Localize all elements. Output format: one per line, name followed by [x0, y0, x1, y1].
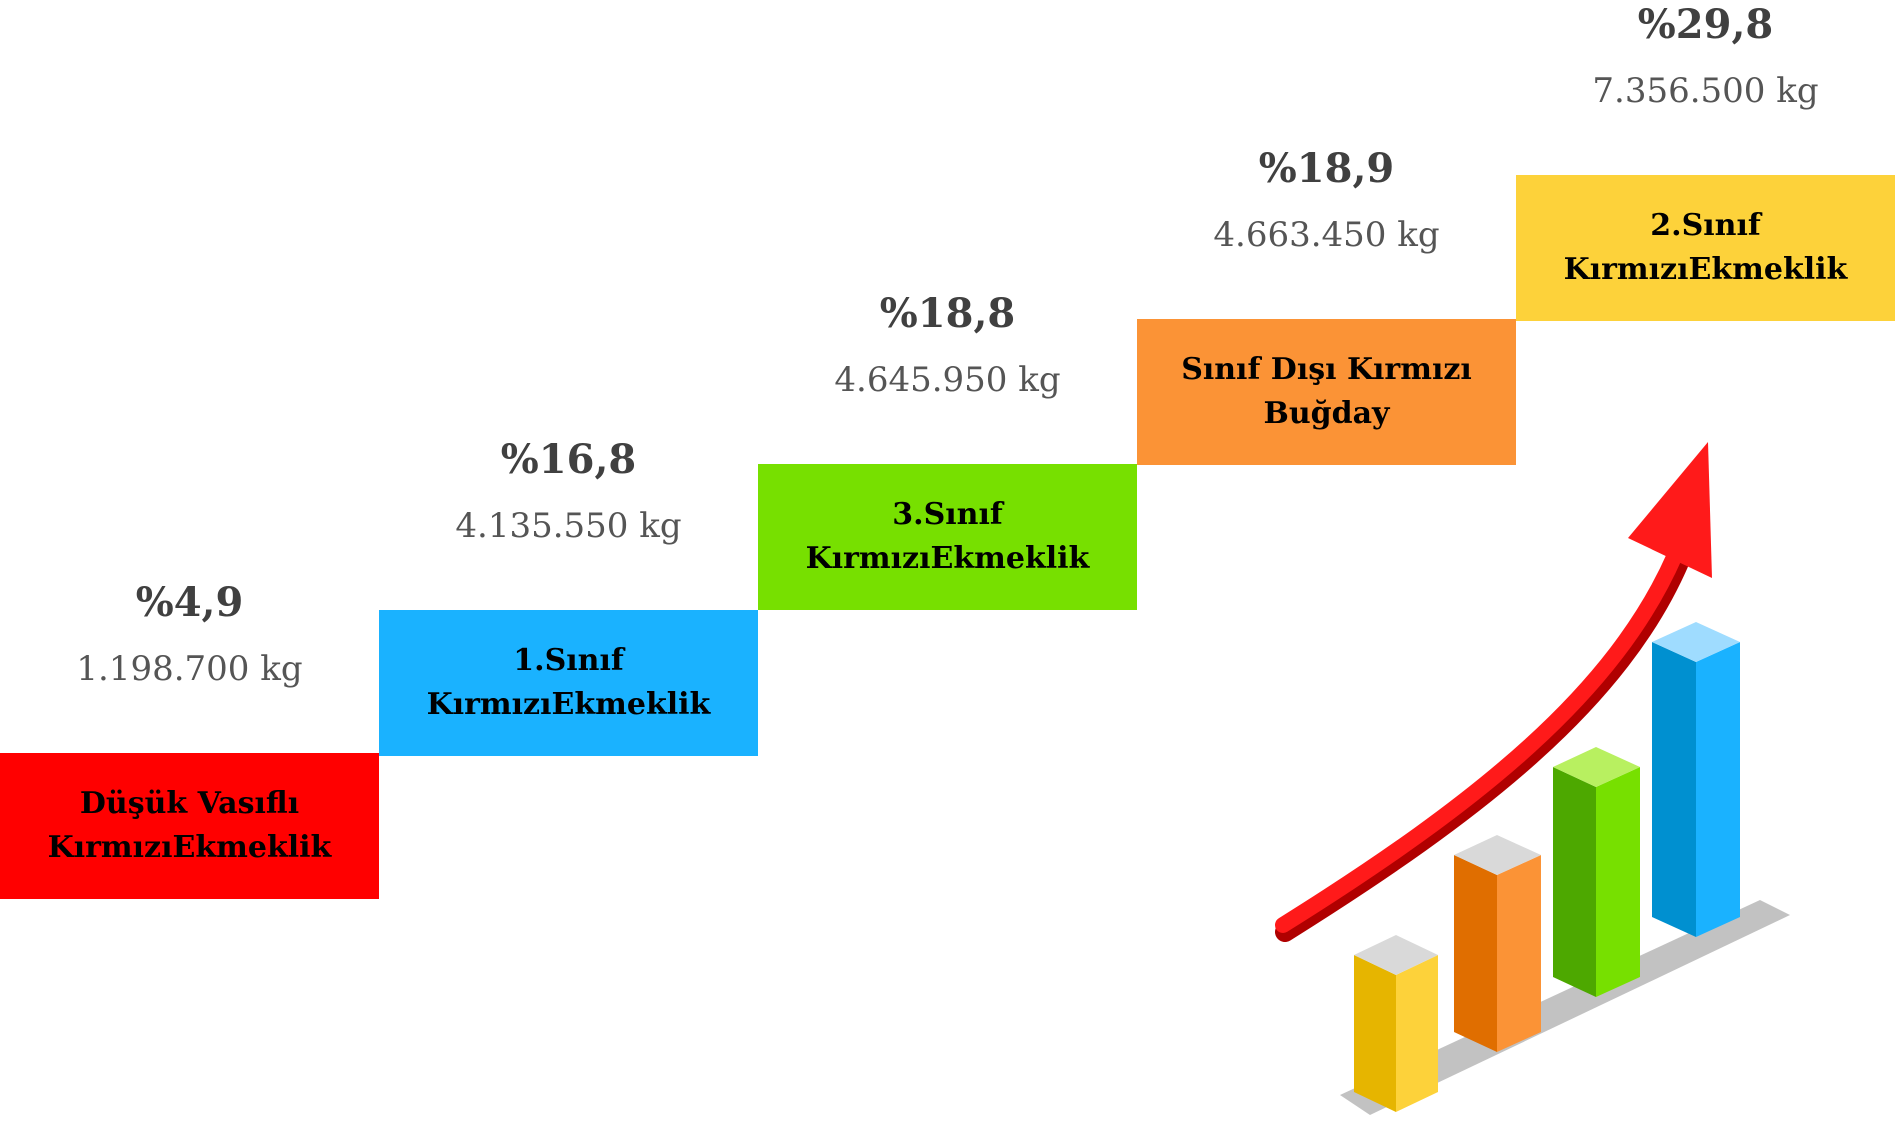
- step-weight: 4.135.550 kg: [379, 506, 758, 546]
- bar-3d: [1596, 767, 1640, 997]
- step-label: KırmızıEkmeklik: [427, 683, 711, 727]
- step-weight: 4.663.450 kg: [1137, 215, 1516, 255]
- bar-3d: [1354, 955, 1396, 1112]
- bar-3d: [1652, 642, 1696, 937]
- step-label: 2.Sınıf: [1650, 204, 1761, 248]
- bar-3d: [1553, 767, 1596, 997]
- page: {"steps": [ {"lines": ["Düşük Vasıflı", …: [0, 0, 1895, 1124]
- step-label: 3.Sınıf: [892, 493, 1003, 537]
- bar-3d: [1454, 855, 1497, 1052]
- step-label: 1.Sınıf: [513, 639, 624, 683]
- step-weight: 1.198.700 kg: [0, 649, 379, 689]
- step-weight: 7.356.500 kg: [1516, 71, 1895, 111]
- step-percent: %29,8: [1516, 1, 1895, 49]
- step-percent: %18,9: [1137, 145, 1516, 193]
- bar-3d: [1497, 855, 1541, 1052]
- step-label: Buğday: [1264, 392, 1390, 436]
- step-percent: %18,8: [758, 290, 1137, 338]
- bar-3d: [1696, 642, 1740, 937]
- step-label: KırmızıEkmeklik: [1564, 248, 1848, 292]
- arrow-head: [1628, 442, 1712, 578]
- step-percent: %16,8: [379, 436, 758, 484]
- step-label: Sınıf Dışı Kırmızı: [1181, 348, 1472, 392]
- step-label: KırmızıEkmeklik: [806, 537, 1090, 581]
- step-label: Düşük Vasıflı: [80, 782, 299, 826]
- step-weight: 4.645.950 kg: [758, 360, 1137, 400]
- step-label: KırmızıEkmeklik: [48, 826, 332, 870]
- bar-3d: [1396, 955, 1438, 1112]
- step-percent: %4,9: [0, 579, 379, 627]
